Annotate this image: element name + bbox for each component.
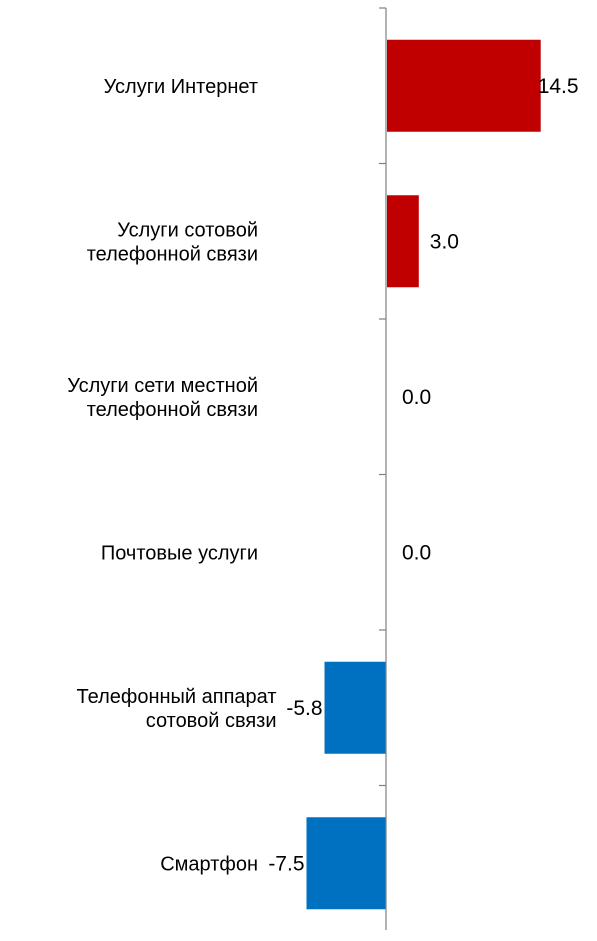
data-label: 3.0 [430, 230, 459, 253]
category-label: Телефонный аппарат [77, 686, 277, 708]
category-label: Услуги сотовой [117, 219, 258, 241]
data-label: 0.0 [402, 541, 431, 564]
category-label: Услуги сети местной [67, 375, 258, 397]
category-label: телефонной связи [87, 243, 258, 265]
category-label: телефонной связи [87, 399, 258, 421]
category-label: Почтовые услуги [101, 542, 258, 564]
data-label: 14.5 [538, 75, 579, 98]
bars-layer [306, 39, 541, 910]
data-label: -7.5 [268, 852, 304, 875]
bar [324, 661, 386, 754]
category-label: Смартфон [160, 853, 258, 875]
category-label: Услуги Интернет [104, 76, 258, 98]
axis-layer [379, 7, 387, 941]
bar [387, 39, 541, 132]
bar [306, 817, 386, 910]
data-label: 0.0 [402, 386, 431, 409]
category-label: сотовой связи [146, 710, 277, 732]
bar [387, 195, 419, 288]
data-label: -5.8 [286, 697, 322, 720]
